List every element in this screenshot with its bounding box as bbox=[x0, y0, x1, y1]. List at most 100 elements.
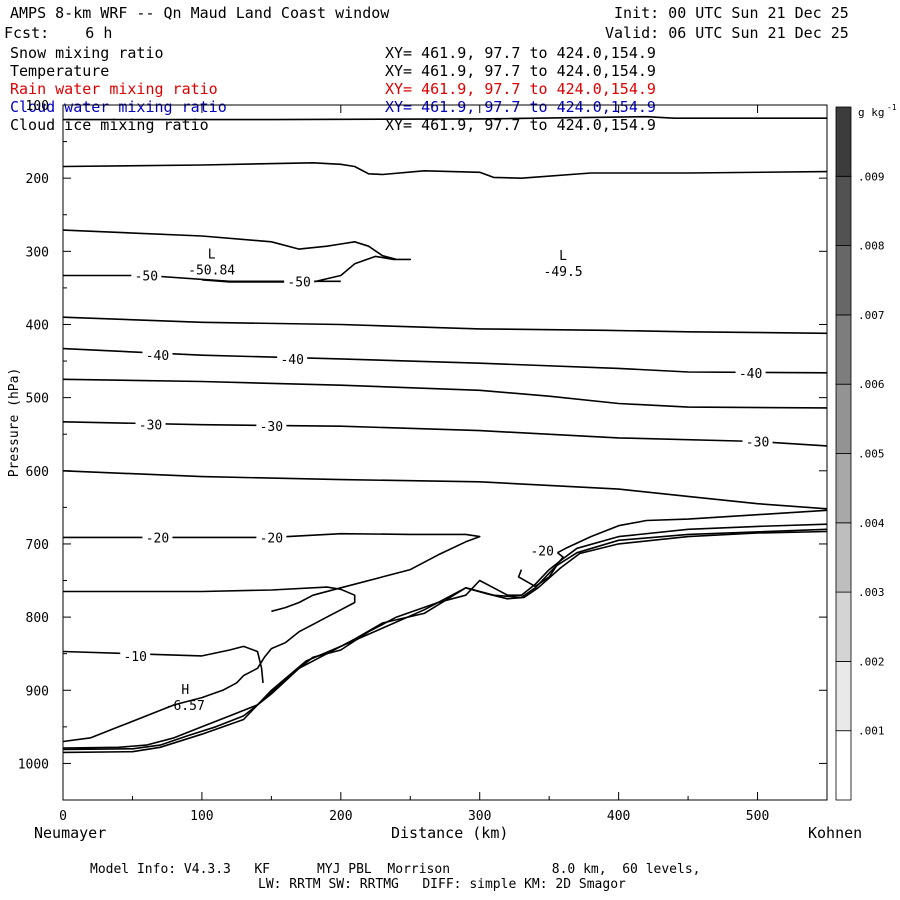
valid-time: Valid: 06 UTC Sun 21 Dec 25 bbox=[605, 24, 849, 42]
y-tick-label-top: 100 bbox=[26, 99, 49, 114]
model-info-line2: LW: RRTM SW: RRTMG DIFF: simple KM: 2D S… bbox=[258, 877, 626, 892]
y-tick-label-900: 900 bbox=[26, 684, 49, 699]
x-tick-label-0: 0 bbox=[59, 809, 67, 824]
field-xy-4: XY= 461.9, 97.7 to 424.0,154.9 bbox=[385, 116, 656, 134]
contour-label-bg-0 bbox=[131, 267, 162, 283]
y-tick-label-700: 700 bbox=[26, 538, 49, 553]
field-name-1: Temperature bbox=[10, 62, 110, 80]
contour-label-2: -40 bbox=[146, 349, 169, 364]
contour-label-7: -30 bbox=[746, 436, 769, 451]
contour-label-bg-11 bbox=[120, 647, 151, 663]
contour-upper-surface bbox=[517, 509, 828, 588]
colorbar-bin-6 bbox=[835, 314, 852, 385]
contour-minus10 bbox=[62, 645, 264, 683]
y-tick-label-600: 600 bbox=[26, 465, 49, 480]
model-info-line1: Model Info: V4.3.3 KF MYJ PBL Morrison 8… bbox=[90, 862, 701, 877]
contour-label-0: -50 bbox=[135, 269, 158, 284]
colorbar-unit-exponent: -1 bbox=[887, 103, 897, 112]
extremum-value-0: -50.84 bbox=[188, 264, 235, 279]
contour-label-bg-1 bbox=[284, 273, 315, 289]
colorbar-bin-3 bbox=[835, 522, 852, 593]
contour-label-10: -20 bbox=[530, 545, 553, 560]
field-xy-0: XY= 461.9, 97.7 to 424.0,154.9 bbox=[385, 44, 656, 62]
contour-label-bg-7 bbox=[742, 433, 773, 449]
extremum-type-0: L bbox=[208, 248, 216, 263]
contour-upper-200 bbox=[62, 162, 828, 179]
field-name-4: Cloud ice mixing ratio bbox=[10, 116, 209, 134]
y-tick-label-800: 800 bbox=[26, 611, 49, 626]
colorbar-bin-5 bbox=[835, 383, 852, 454]
colorbar-tick-label-1: .002 bbox=[858, 655, 885, 668]
contour-390 bbox=[62, 316, 828, 335]
init-time: Init: 00 UTC Sun 21 Dec 25 bbox=[614, 4, 849, 22]
contour-lines bbox=[62, 115, 828, 754]
colorbar-bin-2 bbox=[835, 591, 852, 662]
colorbar-bin-8 bbox=[835, 175, 852, 247]
x-tick-label-500: 500 bbox=[746, 809, 769, 824]
terrain-surface-1 bbox=[62, 523, 828, 749]
x-tick-label-300: 300 bbox=[468, 809, 491, 824]
colorbar-tick-label-3: .004 bbox=[858, 517, 885, 530]
colorbar-tick-label-7: .008 bbox=[858, 240, 885, 253]
axes: 0 100 200 300 400 500 200 300 400 500 600 700 800 900… bbox=[7, 99, 828, 824]
colorbar-tick-label-0: .001 bbox=[858, 725, 885, 738]
contour-760 bbox=[62, 586, 356, 743]
left-endpoint: Neumayer bbox=[34, 824, 107, 842]
contour-label-bg-8 bbox=[142, 529, 173, 545]
field-name-3: Cloud water mixing ratio bbox=[10, 98, 227, 116]
contour-label-6: -30 bbox=[260, 420, 283, 435]
contour-minus20 bbox=[63, 532, 481, 613]
extremum-type-2: H bbox=[181, 683, 189, 698]
y-tick-label-500: 500 bbox=[26, 392, 49, 407]
colorbar: .001 .002 .003 .004 .005 .006 .007 .008 .009 g kg… bbox=[835, 103, 897, 801]
right-endpoint: Kohnen bbox=[808, 824, 863, 842]
extremum-value-2: -6.57 bbox=[166, 699, 205, 714]
contour-label-9: -20 bbox=[260, 531, 283, 546]
contour-minus50-upper bbox=[62, 229, 412, 283]
contour-label-5: -30 bbox=[139, 419, 162, 434]
plot-frame bbox=[62, 104, 828, 801]
field-xy-1: XY= 461.9, 97.7 to 424.0,154.9 bbox=[385, 62, 656, 80]
contour-label-bg-3 bbox=[277, 350, 308, 366]
colorbar-bin-9 bbox=[835, 106, 852, 177]
contour-label-11: -10 bbox=[123, 650, 146, 665]
field-xy-2: XY= 461.9, 97.7 to 424.0,154.9 bbox=[385, 80, 656, 98]
x-tick-label-400: 400 bbox=[607, 809, 630, 824]
contour-minus30 bbox=[62, 421, 828, 447]
contour-600 bbox=[62, 470, 828, 510]
colorbar-bin-0 bbox=[835, 730, 852, 801]
colorbar-tick-label-4: .005 bbox=[858, 448, 885, 461]
contour-label-8: -20 bbox=[146, 531, 169, 546]
contour-label-bg-5 bbox=[135, 416, 166, 432]
x-tick-label-100: 100 bbox=[190, 809, 213, 824]
contour-label-bg-9 bbox=[256, 529, 287, 545]
colorbar-tick-label-6: .007 bbox=[858, 309, 885, 322]
tropopause-upper bbox=[63, 115, 827, 121]
colorbar-tick-label-2: .003 bbox=[858, 586, 885, 599]
y-tick-label-200: 200 bbox=[26, 172, 49, 187]
contour-475 bbox=[62, 378, 828, 409]
y-tick-label-300: 300 bbox=[26, 245, 49, 260]
colorbar-unit: g kg bbox=[858, 106, 885, 119]
colorbar-bin-1 bbox=[835, 661, 852, 732]
contour-label-bg-10 bbox=[527, 542, 558, 558]
extremum-type-1: L bbox=[559, 249, 567, 264]
contour-label-bg-2 bbox=[142, 347, 173, 363]
field-xy-3: XY= 461.9, 97.7 to 424.0,154.9 bbox=[385, 98, 656, 116]
y-tick-label-400: 400 bbox=[26, 318, 49, 333]
x-tick-label-200: 200 bbox=[329, 809, 352, 824]
forecast-hour: Fcst: 6 h bbox=[4, 24, 113, 42]
x-axis-title: Distance (km) bbox=[391, 824, 509, 842]
contour-minus40 bbox=[62, 347, 828, 374]
contour-label-3: -40 bbox=[280, 353, 303, 368]
colorbar-bin-7 bbox=[835, 245, 852, 316]
terrain-surface-2 bbox=[62, 528, 828, 751]
contour-labels: -50 -50-40 -40-40-30 -30-30-20 -20-20-10L-50… bbox=[120, 248, 773, 714]
colorbar-tick-label-8: .009 bbox=[858, 170, 885, 183]
colorbar-bin-4 bbox=[835, 453, 852, 524]
contour-surface-3 bbox=[62, 530, 828, 754]
colorbar-tick-label-5: .006 bbox=[858, 378, 885, 391]
contour-label-bg-4 bbox=[735, 364, 766, 380]
field-name-2: Rain water mixing ratio bbox=[10, 80, 218, 98]
